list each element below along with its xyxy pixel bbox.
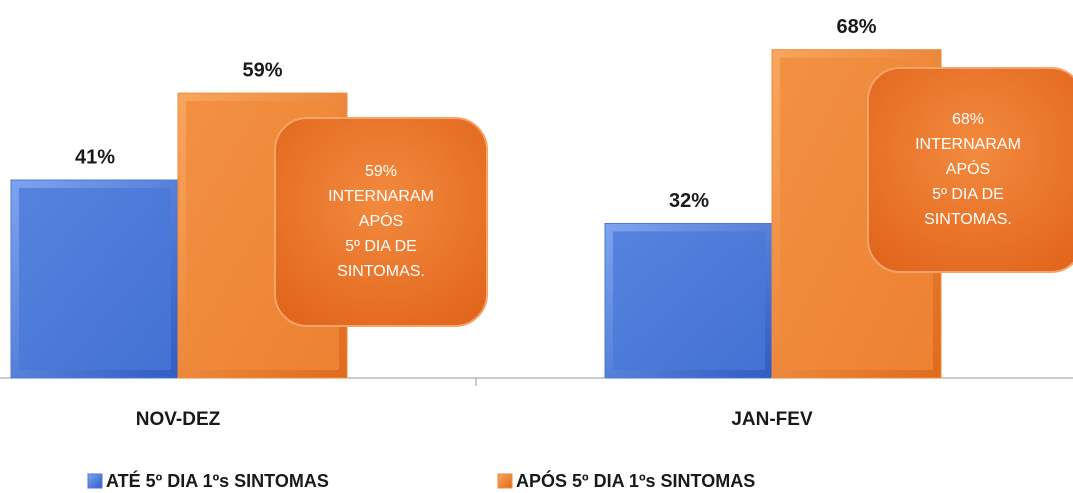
callout-text: 5º DIA DE <box>345 238 417 255</box>
callout-text: INTERNARAM <box>915 136 1021 153</box>
legend-label: ATÉ 5º DIA 1ºs SINTOMAS <box>106 470 329 491</box>
data-label: 41% <box>75 146 115 168</box>
legend-swatch <box>497 473 513 489</box>
bar <box>10 179 180 379</box>
x-tick-label: JAN-FEV <box>731 409 813 430</box>
callout-text: APÓS <box>359 211 403 230</box>
callout-box <box>867 67 1073 273</box>
bar-bevel <box>613 231 765 370</box>
callout-text: 5º DIA DE <box>932 186 1004 203</box>
callout-text: 59% <box>365 163 397 180</box>
legend-swatch <box>87 473 103 489</box>
callout-text: SINTOMAS. <box>337 263 425 280</box>
callout-text: INTERNARAM <box>328 188 434 205</box>
bar <box>604 222 774 379</box>
bar-bevel <box>19 188 171 370</box>
callout-text: 68% <box>952 111 984 128</box>
legend-label: APÓS 5º DIA 1ºs SINTOMAS <box>516 470 755 491</box>
data-label: 59% <box>242 59 282 81</box>
callout-text: SINTOMAS. <box>924 211 1012 228</box>
data-label: 68% <box>836 16 876 38</box>
data-label: 32% <box>669 190 709 212</box>
callout-box <box>274 117 488 327</box>
x-tick-label: NOV-DEZ <box>136 409 221 430</box>
callout-text: APÓS <box>946 159 990 178</box>
